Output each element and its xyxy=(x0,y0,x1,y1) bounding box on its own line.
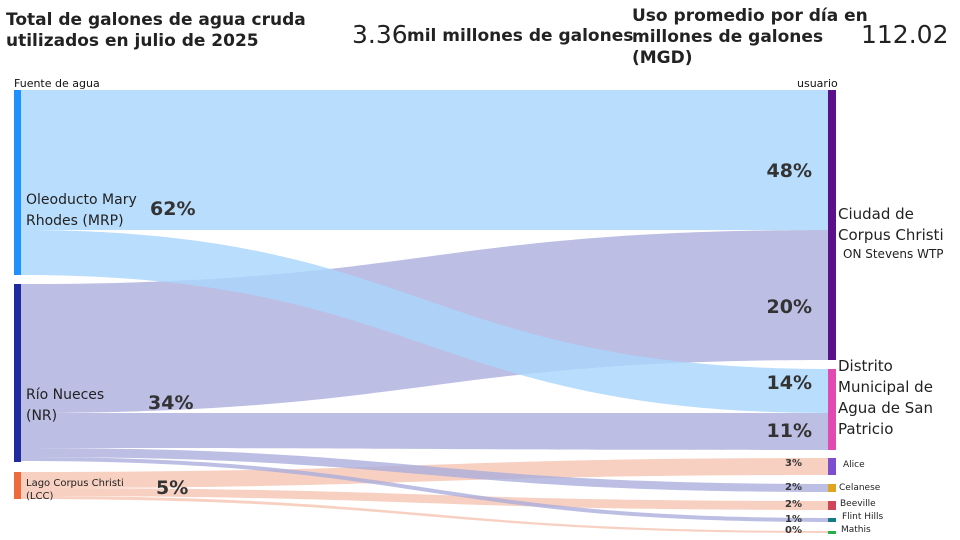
flow-band xyxy=(21,448,828,492)
target-label: Celanese xyxy=(839,483,881,493)
source-label: Río Nueces (NR) xyxy=(26,387,105,424)
flow-percent-label: 11% xyxy=(766,420,812,442)
target-node xyxy=(828,369,836,450)
flow-percent-label: 2% xyxy=(785,482,802,493)
source-node xyxy=(14,472,21,499)
source-percent-label: 34% xyxy=(148,392,194,414)
target-column-header: usuario xyxy=(797,77,838,90)
source-percent-label: 62% xyxy=(150,198,196,220)
target-node xyxy=(828,90,836,360)
source-node xyxy=(14,90,21,275)
flow-band xyxy=(21,90,828,230)
target-label: Beeville xyxy=(840,499,876,509)
target-node xyxy=(828,484,836,492)
source-node xyxy=(14,284,21,462)
target-label: Flint Hills xyxy=(842,512,884,522)
flow-band xyxy=(21,413,828,450)
source-column-header: Fuente de agua xyxy=(14,77,100,90)
source-percent-label: 5% xyxy=(156,477,189,499)
total-gallons-value: 3.36 xyxy=(352,20,408,49)
flow-band xyxy=(21,488,828,510)
target-node xyxy=(828,501,836,510)
flow-percent-label: 14% xyxy=(766,372,812,394)
target-node xyxy=(828,518,836,522)
total-gallons-unit: mil millones de galones xyxy=(407,26,634,46)
flow-band xyxy=(21,457,828,522)
target-label: Alice xyxy=(843,460,865,470)
target-label: Ciudad de Corpus Christi xyxy=(838,205,944,244)
flow-band xyxy=(21,230,828,413)
flow-percent-label: 3% xyxy=(785,458,802,469)
target-node xyxy=(828,531,836,534)
flow-percent-label: 48% xyxy=(766,160,812,182)
source-label: Oleoducto Mary Rhodes (MRP) xyxy=(26,192,137,229)
target-label: Distrito Municipal de Agua de San Patric… xyxy=(838,357,933,438)
total-gallons-title: Total de galones de agua cruda utilizado… xyxy=(6,10,306,51)
target-label: Mathis xyxy=(841,525,871,535)
flow-percent-label: 2% xyxy=(785,499,802,510)
target-node xyxy=(828,458,836,475)
target-sublabel: ON Stevens WTP xyxy=(843,247,944,261)
flow-percent-label: 0% xyxy=(785,525,802,536)
average-daily-use-title: Uso promedio por día en millones de galo… xyxy=(632,6,868,68)
source-label: Lago Corpus Christi (LCC) xyxy=(26,478,124,502)
average-daily-use-value: 112.02 xyxy=(861,20,949,49)
flow-percent-label: 1% xyxy=(785,514,802,525)
flow-percent-label: 20% xyxy=(766,296,812,318)
flow-band xyxy=(21,496,828,533)
